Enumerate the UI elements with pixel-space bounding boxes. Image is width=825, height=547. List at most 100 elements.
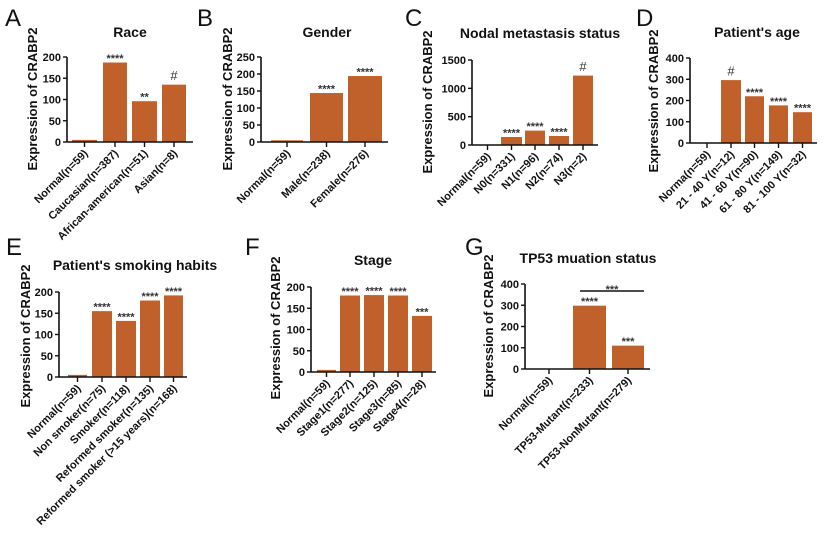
y-tick-label: 50 [243, 120, 255, 132]
y-tick-label: 100 [287, 325, 305, 337]
bar [271, 140, 303, 142]
bar [164, 295, 183, 377]
y-tick-label: 1500 [442, 55, 466, 67]
y-tick-label: 0 [299, 367, 305, 379]
y-axis-label: Expression of CRABP2 [25, 27, 40, 170]
y-tick-label: 200 [287, 282, 305, 294]
significance-label: **** [318, 84, 336, 96]
comparison-significance-label: *** [606, 284, 620, 296]
significance-label: **** [365, 286, 383, 298]
significance-label: # [170, 68, 178, 83]
y-tick-label: 150 [287, 303, 305, 315]
significance-label: **** [746, 87, 764, 99]
y-tick-label: 50 [49, 116, 61, 128]
bar [573, 75, 593, 145]
y-axis-label: Expression of CRABP2 [220, 27, 235, 170]
bar [310, 93, 343, 142]
y-tick-label: 150 [35, 308, 53, 320]
significance-label: **** [341, 286, 359, 298]
chart-title: Race [113, 24, 147, 40]
significance-label: **** [93, 302, 111, 314]
y-tick-label: 200 [43, 52, 61, 64]
chart-title: Patient's smoking habits [53, 257, 218, 273]
bar [116, 320, 136, 377]
y-tick-label: 150 [237, 86, 255, 98]
significance-label: ** [140, 92, 149, 104]
bar [72, 139, 97, 142]
significance-label: # [579, 59, 587, 74]
bar [340, 295, 360, 372]
y-tick-label: 200 [501, 322, 519, 334]
panel-letter: A [5, 5, 21, 32]
significance-label: **** [117, 311, 135, 323]
y-tick-label: 0 [678, 138, 684, 150]
bar [68, 374, 87, 377]
chart-title: Nodal metastasis status [460, 25, 620, 41]
chart-title: Stage [354, 252, 392, 268]
bar [525, 130, 545, 145]
significance-label: **** [165, 286, 183, 298]
panel-g: G TP53 muation status Expression of CRABP2… [465, 234, 657, 472]
y-tick-label: 500 [448, 112, 466, 124]
y-axis-label: Expression of CRABP2 [18, 264, 33, 407]
bar [745, 96, 764, 143]
significance-label: *** [622, 336, 636, 348]
y-tick-label: 0 [249, 137, 255, 149]
panel-e: E Patient's smoking habits Expression of C… [6, 234, 217, 528]
x-tick-label: Normal(n=59) [32, 147, 91, 206]
y-tick-label: 250 [237, 52, 255, 64]
y-tick-label: 200 [666, 96, 684, 108]
y-tick-label: 100 [237, 103, 255, 115]
chart-title: Gender [302, 24, 352, 40]
y-tick-label: 100 [35, 330, 53, 342]
bar [573, 305, 606, 369]
panel-letter: E [6, 234, 22, 261]
bar [92, 311, 112, 377]
y-tick-label: 100 [43, 95, 61, 107]
y-tick-label: 200 [35, 287, 53, 299]
y-tick-label: 100 [501, 343, 519, 355]
significance-label: **** [141, 291, 159, 303]
bar [348, 76, 382, 142]
significance-label: **** [794, 103, 812, 115]
y-axis-label: Expression of CRABP2 [481, 254, 496, 397]
y-tick-label: 100 [666, 117, 684, 129]
bar [317, 369, 336, 372]
bar [140, 300, 160, 377]
y-tick-label: 300 [666, 74, 684, 86]
y-tick-label: 1000 [442, 83, 466, 95]
y-tick-label: 200 [237, 69, 255, 81]
y-tick-label: 300 [501, 300, 519, 312]
bar [412, 315, 432, 372]
significance-label: **** [581, 296, 599, 308]
y-tick-label: 0 [55, 137, 61, 149]
bar [793, 112, 812, 143]
bar [612, 345, 644, 369]
y-tick-label: 150 [43, 73, 61, 85]
bar [769, 105, 788, 143]
panel-letter: G [465, 234, 484, 261]
significance-label: # [727, 64, 735, 79]
bar [388, 295, 408, 372]
y-tick-label: 0 [460, 140, 466, 152]
bar [721, 80, 741, 143]
y-tick-label: 0 [47, 372, 53, 384]
y-tick-label: 50 [293, 346, 305, 358]
significance-label: **** [389, 286, 407, 298]
y-axis-label: Expression of CRABP2 [420, 30, 435, 173]
panel-letter: F [245, 234, 260, 261]
chart-title: TP53 muation status [520, 250, 657, 266]
chart-title: Patient's age [714, 24, 800, 40]
significance-label: **** [356, 67, 374, 79]
y-axis-label: Expression of CRABP2 [646, 29, 661, 172]
significance-label: **** [770, 96, 788, 108]
significance-label: **** [503, 128, 521, 140]
significance-label: **** [526, 121, 544, 133]
significance-label: *** [416, 306, 430, 318]
bar [501, 137, 522, 145]
